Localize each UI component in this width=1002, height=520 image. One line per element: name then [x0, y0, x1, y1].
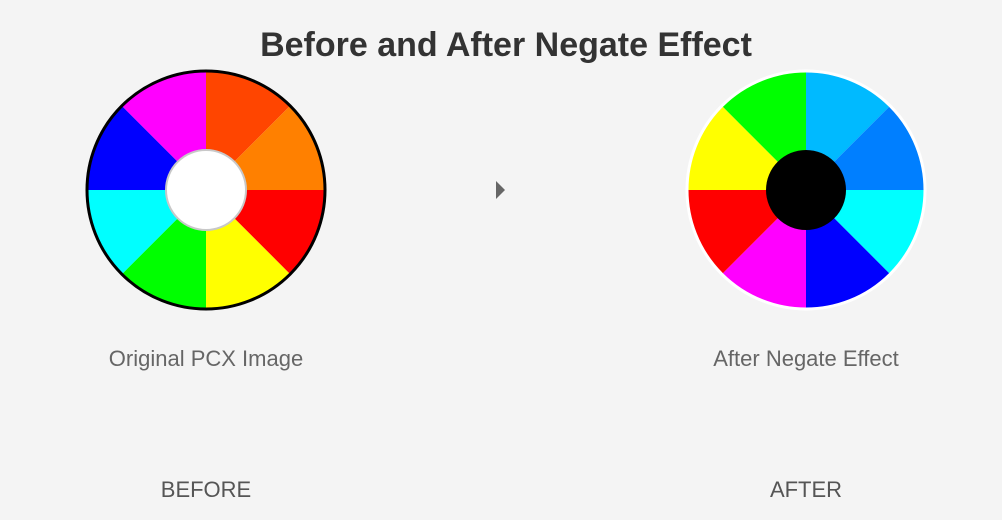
- wheel-rim: [85, 69, 327, 311]
- before-label: BEFORE: [160, 477, 252, 502]
- wheel-rim: [685, 69, 927, 311]
- after-label: AFTER: [769, 477, 843, 502]
- after-caption: After Negate Effect: [713, 346, 899, 371]
- page-title: Before and After Negate Effect: [260, 26, 752, 64]
- wheel-center: [766, 150, 846, 230]
- original-color-wheel-image: [85, 69, 327, 311]
- negated-color-wheel-image: [685, 69, 927, 311]
- arrow-right-icon: [496, 181, 505, 199]
- wheel-center: [165, 149, 247, 231]
- before-caption: Original PCX Image: [108, 346, 304, 371]
